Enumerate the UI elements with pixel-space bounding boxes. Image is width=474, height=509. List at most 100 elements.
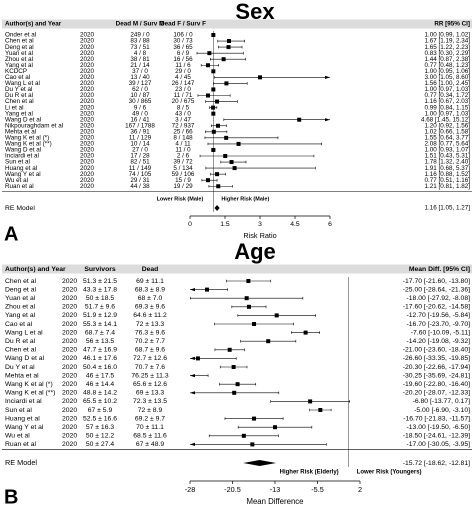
effect-label: -20.30 [-22.66, -17.94] xyxy=(403,364,470,371)
point-estimate xyxy=(250,442,255,447)
point-estimate xyxy=(274,313,279,318)
column-header: RR [95% CI] xyxy=(434,21,470,28)
x-tick-label: -13 xyxy=(270,485,281,494)
effect-label: -17.00 [-30.05, -3.95] xyxy=(407,441,471,448)
group-1: 9 / 6 xyxy=(134,104,147,111)
study-name: Du R et al xyxy=(5,92,33,99)
study-year: 2020 xyxy=(80,183,95,190)
study-name: KCDCP xyxy=(5,68,27,75)
x-tick-label: -20.5 xyxy=(224,485,241,494)
effect-label: -16.70 [-23.70, -9.70] xyxy=(407,321,471,328)
group-2: 6 / 9 xyxy=(177,50,190,57)
group-2: 68.3 ± 8.9 xyxy=(135,286,165,293)
ci-arrow xyxy=(325,75,330,79)
study-name: Sun et al xyxy=(5,159,30,166)
point-estimate xyxy=(211,33,216,37)
group-1: 16 / 41 xyxy=(130,116,150,123)
point-estimate xyxy=(224,135,229,140)
study-name: Yuan et al xyxy=(5,295,36,302)
effect-label: 1.16 [0.88, 1.52] xyxy=(424,171,470,178)
group-2: 69 ± 13.3 xyxy=(136,390,165,397)
effect-label: 1.00 [0.97, 1.03] xyxy=(424,110,470,117)
study-name: Onder et al xyxy=(5,32,36,39)
point-estimate xyxy=(258,75,262,80)
effect-label: -21.00 [-23.60, -18.40] xyxy=(403,347,470,354)
group-1: 52.5 ± 16.6 xyxy=(83,415,117,422)
effect-label: 0.77 [0.51, 1.16] xyxy=(424,177,470,184)
study-year: 2020 xyxy=(80,98,95,105)
study-year: 2020 xyxy=(80,80,95,87)
group-1: 51.7 ± 9.6 xyxy=(85,304,115,311)
study-name: Chen et al xyxy=(5,278,36,285)
effect-label: -18.00 [-27.92, -8.08] xyxy=(407,295,471,302)
group-1: 51.3 ± 21.5 xyxy=(83,278,117,285)
group-1: 17 / 28 xyxy=(130,153,150,160)
point-estimate xyxy=(232,166,237,171)
group-2: 72 ± 8.9 xyxy=(138,407,163,414)
group-2: 72 ± 13.3 xyxy=(136,321,165,328)
study-year: 2020 xyxy=(62,433,77,440)
point-estimate xyxy=(211,129,216,134)
study-year: 2020 xyxy=(62,407,77,414)
study-name: Wang K et al (*) xyxy=(5,135,49,142)
study-year: 2020 xyxy=(80,74,95,81)
study-name: Du Y et al xyxy=(5,86,32,93)
group-1: 50 ± 12.2 xyxy=(86,433,115,440)
x-tick-label: 6 xyxy=(328,221,332,228)
ci-arrow xyxy=(190,391,195,395)
study-name: Wang K et al (*) xyxy=(5,381,53,388)
note-left: Higher Risk (Elderly) xyxy=(280,470,339,476)
group-2: 69.2 ± 9.7 xyxy=(135,415,165,422)
group-1: 56 ± 13.5 xyxy=(86,338,115,345)
group-1: 51.9 ± 12.9 xyxy=(83,312,117,319)
group-1: 48.8 ± 14.2 xyxy=(83,390,117,397)
group-2: 36 / 65 xyxy=(173,44,193,51)
group-1: 50 ± 18.5 xyxy=(86,295,115,302)
effect-label: 1.00 [0.95, 1.06] xyxy=(424,68,470,75)
study-year: 2020 xyxy=(62,286,77,293)
group-2: 69 ± 11.1 xyxy=(136,278,164,285)
group-2: 11 / 0 xyxy=(175,147,191,154)
study-name: Wu et al xyxy=(5,177,28,184)
effect-label: -12.70 [-19.56, -5.84] xyxy=(407,312,471,319)
ci-arrow xyxy=(190,442,195,446)
summary-name: RE Model xyxy=(5,205,35,212)
group-2: 70.7 ± 7.6 xyxy=(135,364,165,371)
point-estimate xyxy=(318,408,323,412)
study-year: 2020 xyxy=(62,398,77,405)
point-estimate xyxy=(236,141,241,146)
study-name: Yang et al xyxy=(5,110,33,117)
study-year: 2020 xyxy=(62,338,77,345)
point-estimate xyxy=(252,416,257,421)
study-year: 2020 xyxy=(80,135,95,142)
study-year: 2020 xyxy=(62,321,77,328)
study-name: Zhou et al xyxy=(5,304,36,311)
x-tick-label: -28 xyxy=(185,485,196,494)
effect-label: -7.60 [-10.09, -5.11] xyxy=(411,329,470,336)
summary-label: 1.16 [1.05, 1.27] xyxy=(424,205,470,212)
study-year: 2020 xyxy=(80,86,95,93)
study-year: 2020 xyxy=(80,153,95,160)
study-name: Yang et al xyxy=(5,62,33,69)
group-2: 43 / 0 xyxy=(175,110,191,117)
effect-label: -16.70 [-21.83, -11.57] xyxy=(403,415,470,422)
group-1: 47.7 ± 16.9 xyxy=(83,347,117,354)
note-right: Higher Risk (Male) xyxy=(221,196,269,202)
point-estimate xyxy=(195,356,200,361)
group-2: 29 / 0 xyxy=(175,68,191,75)
group-2: 8 / 148 xyxy=(173,135,193,142)
study-year: 2020 xyxy=(62,295,77,302)
study-name: Cao et al xyxy=(5,321,33,328)
study-name: Huang et al xyxy=(5,165,37,172)
study-year: 2020 xyxy=(80,122,95,129)
study-name: Cao et al xyxy=(5,74,30,81)
group-2: 11 / 6 xyxy=(175,62,191,69)
study-year: 2020 xyxy=(80,141,95,148)
point-estimate xyxy=(308,399,313,404)
effect-label: 1.20 [0.92, 1.56] xyxy=(424,122,470,129)
point-estimate xyxy=(211,147,216,152)
summary-label: -15.72 [-18.62, -12.81] xyxy=(403,460,470,467)
group-1: 37 / 0 xyxy=(132,68,148,75)
